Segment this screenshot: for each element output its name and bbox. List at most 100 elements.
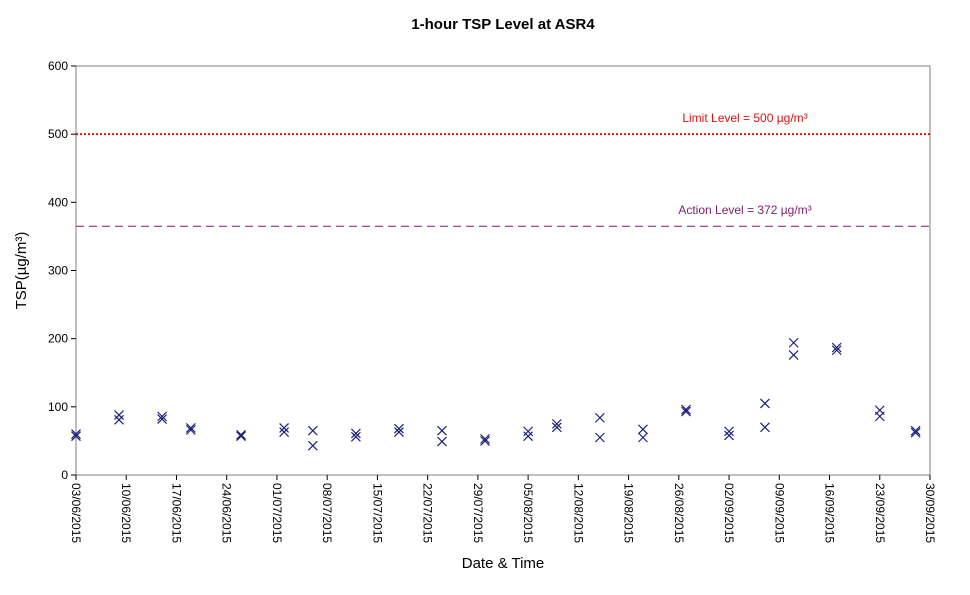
marker-stroke xyxy=(724,426,734,437)
x-tick-label: 17/06/2015 xyxy=(169,483,183,543)
data-point xyxy=(594,432,605,443)
data-point xyxy=(681,404,691,415)
y-tick-label: 600 xyxy=(48,59,68,73)
marker-stroke xyxy=(681,404,691,415)
x-tick-label: 30/09/2015 xyxy=(923,483,937,543)
x-tick-label: 24/06/2015 xyxy=(220,483,234,543)
data-point xyxy=(185,425,196,435)
data-point xyxy=(760,422,770,433)
x-tick-label: 16/09/2015 xyxy=(823,483,837,543)
data-point xyxy=(594,412,605,423)
data-point xyxy=(279,423,290,433)
marker-stroke xyxy=(831,342,842,353)
action-level-label: Action Level = 372 µg/m³ xyxy=(678,203,811,217)
marker-stroke xyxy=(114,410,124,420)
data-point xyxy=(307,425,318,436)
x-tick-label: 19/08/2015 xyxy=(622,483,636,543)
marker-stroke xyxy=(724,430,734,441)
marker-stroke xyxy=(638,424,648,435)
marker-stroke xyxy=(523,431,534,442)
y-tick-label: 100 xyxy=(48,400,68,414)
data-point xyxy=(831,342,842,353)
y-tick-label: 200 xyxy=(48,332,68,346)
data-point xyxy=(523,431,534,442)
marker-stroke xyxy=(480,435,490,446)
reference-lines: Limit Level = 500 µg/m³ Action Level = 37… xyxy=(76,111,930,227)
data-point xyxy=(437,436,447,447)
data-point xyxy=(788,350,799,360)
marker-stroke xyxy=(307,425,318,436)
marker-stroke xyxy=(910,427,921,438)
data-point xyxy=(874,411,885,422)
x-tick-label: 08/07/2015 xyxy=(320,483,334,543)
y-axis: 0 100 200 300 400 500 600 xyxy=(48,59,76,482)
x-tick-label: 29/07/2015 xyxy=(471,483,485,543)
data-point xyxy=(523,426,534,437)
data-point xyxy=(638,432,648,443)
data-point xyxy=(724,430,734,441)
data-point xyxy=(394,427,404,437)
x-tick-label: 15/07/2015 xyxy=(370,483,384,543)
plot-area xyxy=(75,65,931,476)
data-point xyxy=(788,337,799,348)
data-point xyxy=(307,440,318,451)
data-point xyxy=(480,435,490,446)
marker-stroke xyxy=(788,350,799,360)
data-point xyxy=(236,429,246,440)
data-point xyxy=(551,418,562,429)
data-point xyxy=(350,431,361,442)
marker-stroke xyxy=(594,412,605,423)
data-point xyxy=(185,423,196,433)
marker-stroke xyxy=(594,432,605,443)
marker-stroke xyxy=(760,422,770,433)
x-tick-label: 22/07/2015 xyxy=(421,483,435,543)
marker-stroke xyxy=(71,429,81,440)
data-point xyxy=(437,425,447,436)
x-tick-label: 03/06/2015 xyxy=(69,483,83,543)
x-axis: 03/06/2015 10/06/2015 17/06/2015 24/06/2015… xyxy=(69,475,937,543)
marker-stroke xyxy=(71,431,81,442)
marker-stroke xyxy=(788,337,799,348)
data-point xyxy=(236,431,246,442)
marker-stroke xyxy=(236,431,246,442)
marker-stroke xyxy=(157,411,168,422)
data-point xyxy=(114,410,124,420)
marker-stroke xyxy=(350,431,361,442)
marker-stroke xyxy=(523,426,534,437)
marker-stroke xyxy=(480,433,490,444)
x-tick-label: 12/08/2015 xyxy=(571,483,585,543)
data-point xyxy=(760,398,770,409)
y-tick-label: 0 xyxy=(61,468,68,482)
data-point xyxy=(831,345,842,356)
data-point xyxy=(638,424,648,435)
data-point xyxy=(681,406,691,417)
data-point xyxy=(910,425,921,436)
data-point xyxy=(114,414,124,425)
marker-stroke xyxy=(394,427,404,437)
data-points xyxy=(71,337,921,451)
marker-stroke xyxy=(760,398,770,409)
marker-stroke xyxy=(185,423,196,433)
data-point xyxy=(279,427,290,437)
marker-stroke xyxy=(874,411,885,422)
x-tick-label: 01/07/2015 xyxy=(270,483,284,543)
data-point xyxy=(71,431,81,442)
marker-stroke xyxy=(279,427,290,437)
x-tick-label: 05/08/2015 xyxy=(521,483,535,543)
x-axis-title: Date & Time xyxy=(462,555,545,572)
y-axis-title: TSP(µg/m³) xyxy=(13,232,30,310)
data-point xyxy=(71,429,81,440)
y-tick-label: 500 xyxy=(48,127,68,141)
x-tick-label: 23/09/2015 xyxy=(873,483,887,543)
marker-stroke xyxy=(638,432,648,443)
x-tick-label: 02/09/2015 xyxy=(722,483,736,543)
data-point xyxy=(350,428,361,439)
chart-title: 1-hour TSP Level at ASR4 xyxy=(411,16,595,33)
marker-stroke xyxy=(185,425,196,435)
data-point xyxy=(551,422,562,433)
y-tick-label: 400 xyxy=(48,195,68,209)
marker-stroke xyxy=(551,418,562,429)
marker-stroke xyxy=(157,414,168,425)
data-point xyxy=(157,414,168,425)
